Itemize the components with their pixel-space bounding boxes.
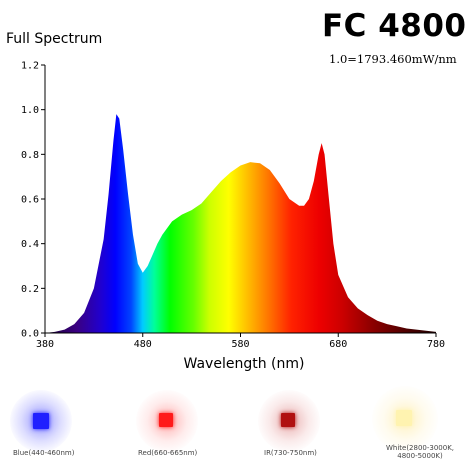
y-ticks: 0.0 0.2 0.4 0.6 0.8 1.0 1.2 [21, 61, 45, 340]
product-title: FC 4800 [322, 8, 467, 44]
y-tick-label: 0.4 [21, 239, 39, 250]
spectrum-subtitle: Full Spectrum [6, 31, 103, 47]
white-chip [396, 410, 412, 426]
x-tick-label: 380 [36, 339, 54, 350]
scale-note: 1.0=1793.460mW/nm [329, 52, 457, 66]
red-chip [159, 413, 173, 427]
spectrum-area [45, 114, 436, 333]
x-tick-label: 780 [427, 339, 445, 350]
led-ir: IR(730-750nm) [236, 380, 354, 471]
blue-chip [33, 413, 49, 429]
spectrum-chart: 0.0 0.2 0.4 0.6 0.8 1.0 1.2 380 480 580 680 780 [21, 61, 445, 351]
led-label-blue: Blue(440-460nm) [13, 449, 75, 457]
led-blue: Blue(440-460nm) [0, 380, 118, 471]
y-tick-label: 1.0 [21, 105, 39, 116]
y-tick-label: 0.2 [21, 284, 39, 295]
y-tick-label: 0.8 [21, 150, 39, 161]
x-tick-label: 480 [134, 339, 152, 350]
led-white: White(2800-3000K, 4800-5000K) [354, 380, 472, 471]
x-axis-label: Wavelength (nm) [183, 356, 305, 372]
led-label-red: Red(660-665nm) [138, 449, 198, 457]
led-red: Red(660-665nm) [118, 380, 236, 471]
ir-chip [281, 413, 295, 427]
led-label-white: White(2800-3000K, 4800-5000K) [385, 444, 455, 460]
x-tick-label: 680 [329, 339, 347, 350]
x-ticks: 380 480 580 680 780 [36, 333, 445, 350]
x-tick-label: 580 [231, 339, 249, 350]
y-tick-label: 1.2 [21, 61, 39, 72]
led-label-ir: IR(730-750nm) [264, 449, 317, 457]
y-tick-label: 0.0 [21, 329, 39, 340]
led-legend: Blue(440-460nm) Red(660-665nm) IR(730-75… [0, 380, 472, 471]
y-tick-label: 0.6 [21, 195, 39, 206]
